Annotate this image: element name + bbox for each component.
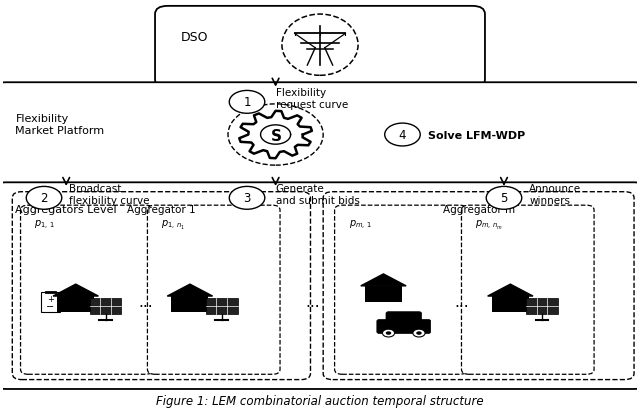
Circle shape (229, 187, 265, 210)
FancyBboxPatch shape (461, 206, 594, 374)
Polygon shape (167, 285, 212, 297)
Text: $\mathbf{S}$: $\mathbf{S}$ (269, 127, 282, 143)
Text: $p_{m,\,1}$: $p_{m,\,1}$ (349, 219, 372, 232)
Bar (365, 286, 402, 302)
Text: Aggregators Level: Aggregators Level (15, 204, 117, 214)
Text: Generate
and submit bids: Generate and submit bids (276, 183, 360, 205)
Bar (206, 299, 237, 314)
Text: +: + (47, 294, 54, 303)
FancyBboxPatch shape (335, 206, 467, 374)
Circle shape (486, 187, 522, 210)
Text: Flexibility
Market Platform: Flexibility Market Platform (15, 114, 104, 135)
Polygon shape (488, 285, 533, 297)
FancyBboxPatch shape (0, 183, 640, 389)
Bar (172, 297, 209, 312)
Text: Aggregator 1: Aggregator 1 (127, 204, 196, 214)
FancyBboxPatch shape (155, 7, 485, 88)
Text: Announce
winners: Announce winners (529, 183, 582, 205)
Bar (526, 299, 558, 314)
Text: $p_{m,\,n_m}$: $p_{m,\,n_m}$ (476, 219, 504, 232)
Circle shape (416, 332, 422, 335)
Text: 1: 1 (243, 96, 251, 109)
Circle shape (26, 187, 62, 210)
FancyBboxPatch shape (386, 312, 422, 325)
Circle shape (229, 91, 265, 114)
Circle shape (385, 124, 420, 147)
Text: DSO: DSO (180, 31, 208, 44)
Text: −: − (46, 301, 54, 311)
Text: 3: 3 (243, 192, 251, 205)
Text: Broadcast
flexibility curve: Broadcast flexibility curve (69, 183, 150, 205)
Text: $p_{1,\,1}$: $p_{1,\,1}$ (35, 219, 55, 232)
Circle shape (386, 332, 391, 335)
Text: ...: ... (305, 295, 320, 310)
FancyBboxPatch shape (0, 83, 640, 188)
Polygon shape (53, 285, 99, 297)
Text: ...: ... (138, 295, 153, 310)
Circle shape (413, 329, 425, 337)
Bar (57, 297, 94, 312)
Text: 4: 4 (399, 129, 406, 142)
Polygon shape (361, 274, 406, 286)
FancyBboxPatch shape (323, 192, 634, 380)
Text: 5: 5 (500, 192, 508, 205)
Text: Flexibility
request curve: Flexibility request curve (276, 88, 348, 109)
Text: Solve LFM-WDP: Solve LFM-WDP (428, 130, 525, 140)
FancyBboxPatch shape (377, 320, 431, 334)
Text: $p_{1,\,n_1}$: $p_{1,\,n_1}$ (161, 219, 186, 232)
Text: Aggregator m: Aggregator m (442, 204, 515, 214)
Text: Figure 1: LEM combinatorial auction temporal structure: Figure 1: LEM combinatorial auction temp… (156, 394, 484, 406)
Circle shape (383, 329, 395, 337)
Bar (492, 297, 529, 312)
Text: 2: 2 (40, 192, 48, 205)
Bar (41, 292, 60, 312)
FancyBboxPatch shape (147, 206, 280, 374)
FancyBboxPatch shape (12, 192, 310, 380)
Text: ...: ... (454, 295, 468, 310)
FancyBboxPatch shape (20, 206, 153, 374)
Bar (90, 299, 122, 314)
